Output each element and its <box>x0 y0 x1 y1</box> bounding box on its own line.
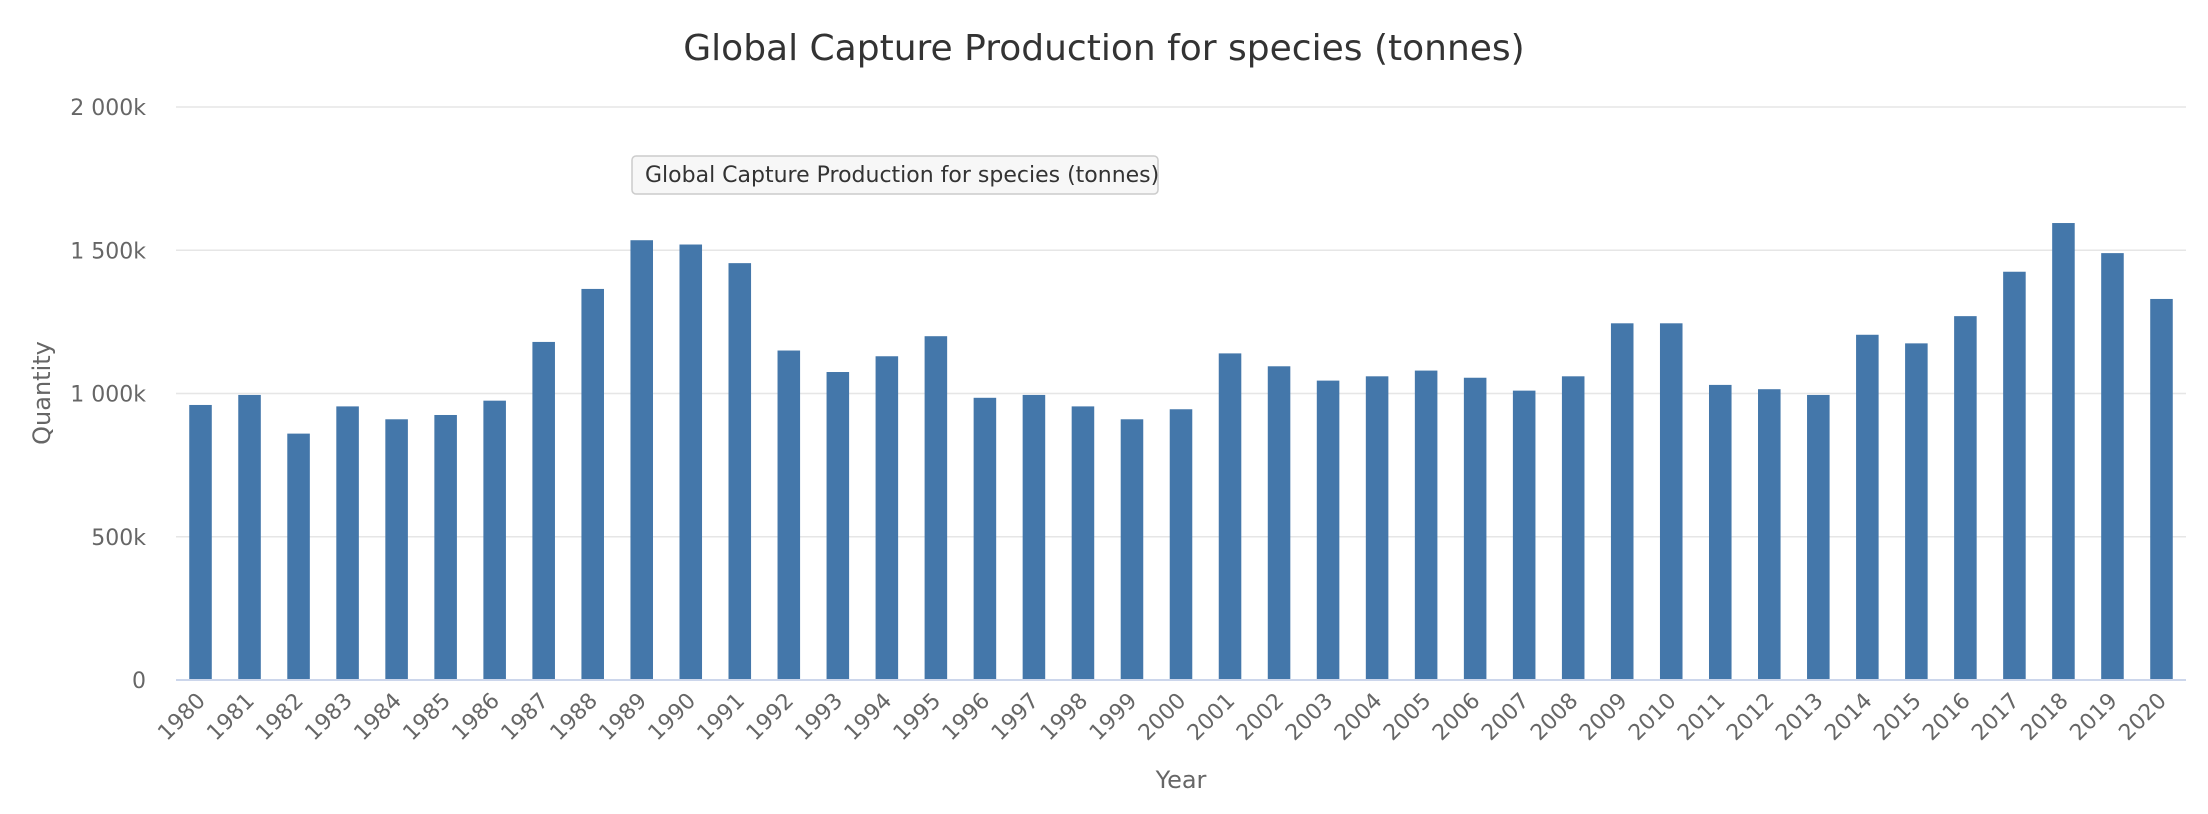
x-tick-label: 1983 <box>301 689 358 746</box>
bar-2019[interactable] <box>2101 253 2124 681</box>
bar-1997[interactable] <box>1022 394 1046 680</box>
x-tick-label: 2018 <box>2016 689 2073 746</box>
bar-1988[interactable] <box>581 288 604 680</box>
x-tick-label: 1980 <box>153 689 210 746</box>
tooltip-box <box>631 155 1159 195</box>
bar-2011[interactable] <box>1708 384 1732 680</box>
x-tick-label: 2010 <box>1624 689 1681 746</box>
x-tick-label: 2011 <box>1673 689 1730 746</box>
x-tick-label: 1993 <box>791 689 848 746</box>
bar-1998[interactable] <box>1071 406 1095 680</box>
x-tick-label: 2007 <box>1477 689 1534 746</box>
x-tick-label: 2013 <box>1771 689 1828 746</box>
bar-1993[interactable] <box>826 372 850 680</box>
bar-1996[interactable] <box>973 397 997 680</box>
bar-2014[interactable] <box>1856 334 1879 680</box>
x-tick-label: 2012 <box>1722 689 1779 746</box>
x-tick-label: 2001 <box>1183 689 1240 746</box>
x-tick-label: 2006 <box>1428 689 1485 746</box>
x-tick-label: 2004 <box>1330 689 1387 746</box>
tooltip-text: Global Capture Production for species (t… <box>645 163 1159 188</box>
bar-1991[interactable] <box>728 263 752 680</box>
bar-1986[interactable] <box>483 400 506 680</box>
chart-tooltip: Global Capture Production for species (t… <box>631 155 1159 195</box>
y-tick-label: 500k <box>91 526 146 551</box>
x-tick-label: 1982 <box>252 689 309 746</box>
bar-2007[interactable] <box>1512 390 1536 680</box>
bar-2013[interactable] <box>1807 394 1830 680</box>
x-tick-label: 2017 <box>1967 689 2024 746</box>
x-tick-label: 2009 <box>1575 689 1632 746</box>
bar-2006[interactable] <box>1463 377 1487 680</box>
bar-2009[interactable] <box>1610 323 1634 680</box>
bar-1999[interactable] <box>1120 419 1144 680</box>
x-tick-label: 2003 <box>1281 689 1338 746</box>
x-tick-label: 2000 <box>1134 689 1191 746</box>
x-tick-label: 1996 <box>938 689 995 746</box>
bar-2003[interactable] <box>1316 380 1340 680</box>
bar-1984[interactable] <box>385 419 408 680</box>
x-tick-label: 1998 <box>1036 689 1093 746</box>
bar-1982[interactable] <box>287 433 310 680</box>
x-tick-label: 1991 <box>693 689 750 746</box>
bar-1995[interactable] <box>924 336 948 680</box>
bar-2016[interactable] <box>1954 316 1977 680</box>
bar-1981[interactable] <box>238 394 261 680</box>
x-tick-label: 1989 <box>595 689 652 746</box>
bar-1990[interactable] <box>679 244 703 680</box>
y-tick-label: 2 000k <box>70 96 146 121</box>
x-tick-label: 1986 <box>448 689 505 746</box>
y-tick-label: 1 500k <box>70 239 146 264</box>
x-tick-label: 1990 <box>644 689 701 746</box>
x-tick-label: 2014 <box>1820 689 1877 746</box>
x-tick-label: 2008 <box>1526 689 1583 746</box>
x-tick-label: 1999 <box>1085 689 1142 746</box>
x-tick-label: 1988 <box>546 689 603 746</box>
x-tick-label: 1994 <box>840 689 897 746</box>
bar-2017[interactable] <box>2003 271 2026 680</box>
y-tick-label: 1 000k <box>70 383 146 408</box>
bar-1980[interactable] <box>189 404 212 680</box>
y-axis-title: Quantity <box>28 341 56 445</box>
bar-1992[interactable] <box>777 350 801 680</box>
x-tick-label: 2020 <box>2114 689 2171 746</box>
x-tick-label: 1985 <box>399 689 456 746</box>
x-axis-ticks: 1980198119821983198419851986198719881989… <box>153 689 2171 746</box>
bar-1994[interactable] <box>875 356 899 680</box>
x-axis-title: Year <box>1155 766 1207 794</box>
x-tick-label: 1992 <box>742 689 799 746</box>
chart-title: Global Capture Production for species (t… <box>683 28 1524 69</box>
x-tick-label: 1987 <box>497 689 554 746</box>
x-tick-label: 2019 <box>2065 689 2122 746</box>
x-tick-label: 2015 <box>1869 689 1926 746</box>
bar-2020[interactable] <box>2150 298 2173 680</box>
bar-2001[interactable] <box>1218 353 1242 680</box>
x-tick-label: 1997 <box>987 689 1044 746</box>
x-tick-label: 1984 <box>350 689 407 746</box>
x-tick-label: 2002 <box>1232 689 1289 746</box>
bar-2004[interactable] <box>1365 376 1389 680</box>
bar-1989[interactable] <box>630 240 654 680</box>
x-tick-label: 2005 <box>1379 689 1436 746</box>
bar-2005[interactable] <box>1414 370 1438 680</box>
x-tick-label: 1981 <box>203 689 260 746</box>
bar-2012[interactable] <box>1758 389 1781 680</box>
y-axis-ticks: 0 500k 1 000k 1 500k 2 000k <box>70 96 146 694</box>
bars <box>189 223 2173 681</box>
bar-1983[interactable] <box>336 406 359 680</box>
bar-2010[interactable] <box>1659 323 1683 680</box>
x-tick-label: 1995 <box>889 689 946 746</box>
bar-2002[interactable] <box>1267 366 1291 680</box>
bar-2018[interactable] <box>2052 223 2075 680</box>
x-tick-label: 2016 <box>1918 689 1975 746</box>
bar-2008[interactable] <box>1561 376 1585 680</box>
bar-1987[interactable] <box>532 341 555 680</box>
y-tick-label: 0 <box>132 669 146 694</box>
bar-2000[interactable] <box>1169 409 1193 680</box>
bar-2015[interactable] <box>1905 343 1928 680</box>
bar-1985[interactable] <box>434 414 457 680</box>
